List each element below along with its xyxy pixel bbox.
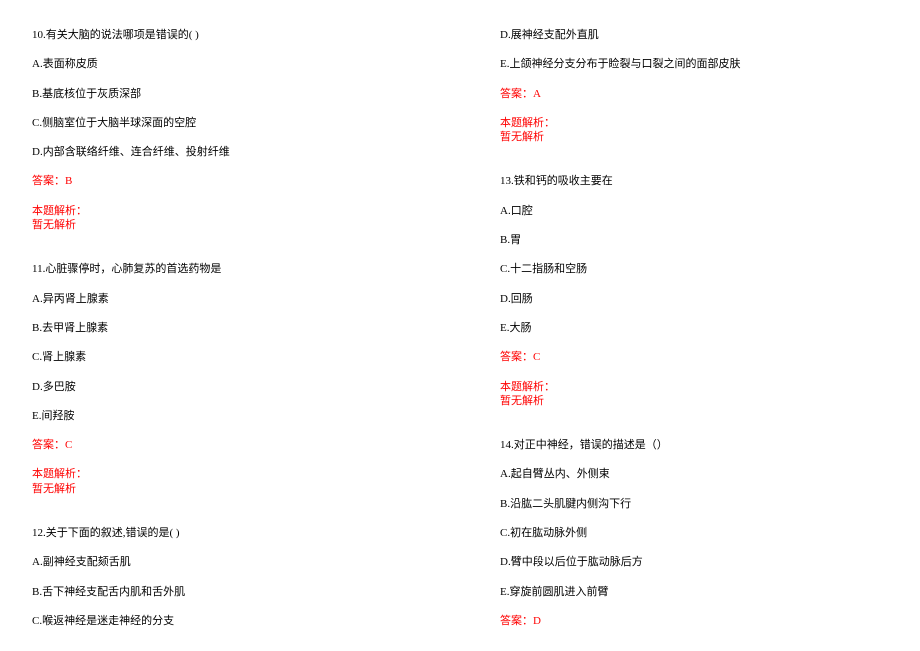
question-text: 10.有关大脑的说法哪项是错误的( ) [32,28,420,42]
question-text: E.穿旋前圆肌进入前臂 [500,585,888,599]
answer-text: 答案：D [500,614,888,628]
question-text: B.胃 [500,233,888,247]
spacer [32,247,420,262]
question-text: A.异丙肾上腺素 [32,292,420,306]
question-text: A.表面称皮质 [32,57,420,71]
question-text: 12.关于下面的叙述,错误的是( ) [32,526,420,540]
question-text: C.初在肱动脉外侧 [500,526,888,540]
question-text: A.口腔 [500,204,888,218]
analysis-body: 暂无解析 [500,130,888,144]
analysis-header: 本题解析： [32,204,420,218]
question-text: C.侧脑室位于大脑半球深面的空腔 [32,116,420,130]
question-text: C.喉返神经是迷走神经的分支 [32,614,420,628]
answer-text: 答案：C [32,438,420,452]
analysis-body: 暂无解析 [500,394,888,408]
question-text: C.十二指肠和空肠 [500,262,888,276]
question-text: B.去甲肾上腺素 [32,321,420,335]
analysis-header: 本题解析： [32,467,420,481]
question-text: B.沿肱二头肌腱内侧沟下行 [500,497,888,511]
document-content: 10.有关大脑的说法哪项是错误的( ) A.表面称皮质 B.基底核位于灰质深部 C.侧… [0,0,920,651]
spacer [500,423,888,438]
question-text: 11.心脏骤停时，心肺复苏的首选药物是 [32,262,420,276]
question-text: A.起自臂丛内、外侧束 [500,467,888,481]
spacer [32,511,420,526]
question-text: B.基底核位于灰质深部 [32,87,420,101]
question-text: E.大肠 [500,321,888,335]
analysis-body: 暂无解析 [32,218,420,232]
question-text: D.回肠 [500,292,888,306]
question-text: E.上颌神经分支分布于睑裂与口裂之间的面部皮肤 [500,57,888,71]
question-text: 13.铁和钙的吸收主要在 [500,174,888,188]
question-text: D.臂中段以后位于肱动脉后方 [500,555,888,569]
analysis-header: 本题解析： [500,116,888,130]
question-text: B.舌下神经支配舌内肌和舌外肌 [32,585,420,599]
question-text: C.肾上腺素 [32,350,420,364]
question-text: D.展神经支配外直肌 [500,28,888,42]
analysis-body: 暂无解析 [32,482,420,496]
question-text: D.内部含联络纤维、连合纤维、投射纤维 [32,145,420,159]
spacer [500,159,888,174]
analysis-header: 本题解析： [500,380,888,394]
question-text: D.多巴胺 [32,380,420,394]
question-text: 14.对正中神经，错误的描述是（） [500,438,888,452]
question-text: E.间羟胺 [32,409,420,423]
question-text: A.副神经支配颏舌肌 [32,555,420,569]
answer-text: 答案：C [500,350,888,364]
answer-text: 答案：A [500,87,888,101]
answer-text: 答案：B [32,174,420,188]
